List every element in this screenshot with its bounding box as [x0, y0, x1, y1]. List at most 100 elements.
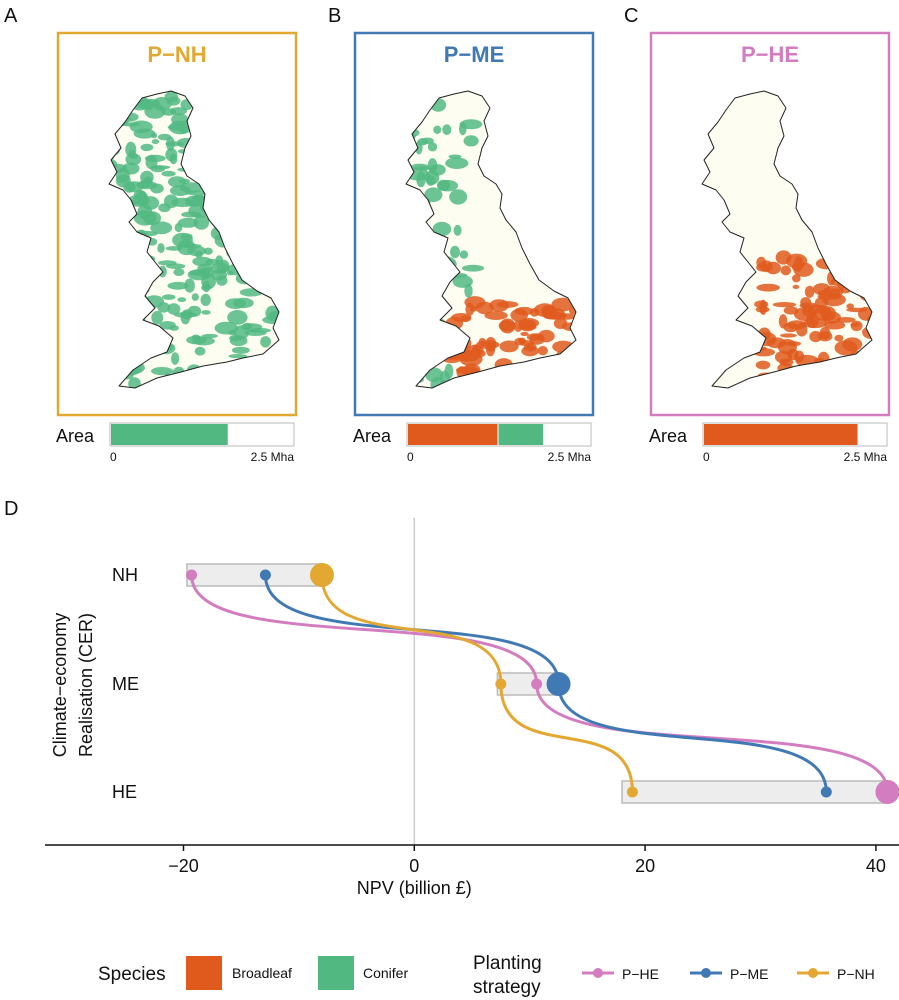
planting-patch [151, 310, 164, 325]
planting-patch [463, 135, 479, 147]
planting-patch [822, 311, 841, 324]
planting-patch [432, 221, 452, 237]
planting-patch [772, 302, 797, 308]
strategy-points [186, 563, 899, 804]
planting-patch [159, 321, 176, 330]
legend-label-broadleaf: Broadleaf [232, 965, 292, 981]
planting-patch [850, 320, 863, 332]
planting-patch [537, 329, 555, 343]
planting-patch [445, 157, 469, 169]
planting-patch [177, 217, 199, 228]
planting-patch [157, 243, 165, 254]
point-p-he-nh [186, 569, 198, 581]
planting-patch [475, 301, 494, 315]
planting-patch [427, 142, 438, 152]
planting-patch [231, 346, 250, 354]
point-p-nh-nh [309, 563, 334, 587]
planting-patch [410, 163, 430, 171]
planting-patch [792, 274, 801, 283]
legend-label-p-nh: P−NH [837, 966, 875, 982]
planting-patch [158, 260, 177, 266]
uncertainty-bands [186, 563, 889, 804]
planting-patch [216, 275, 228, 286]
band-he [621, 780, 889, 804]
planting-patch [756, 263, 769, 272]
planting-patch [164, 194, 179, 209]
area-bar-tick-max: 2.5 Mha [844, 450, 888, 464]
planting-patch [157, 302, 171, 313]
planting-patch [558, 313, 576, 320]
area-label: Area [56, 426, 95, 446]
planting-patch [766, 337, 786, 349]
planting-patch [449, 189, 468, 205]
planting-patch [162, 294, 176, 300]
planting-patch [793, 262, 814, 277]
planting-patch [514, 306, 534, 316]
planting-patch [756, 283, 780, 292]
area-bar-conifer [111, 424, 228, 445]
planting-patch [262, 315, 279, 324]
x-tick-label: −20 [168, 856, 199, 876]
planting-patch [169, 107, 188, 116]
planting-patch [551, 297, 574, 312]
planting-patch [125, 181, 144, 193]
planting-patch [496, 301, 519, 308]
planting-patch [469, 349, 486, 358]
planting-patch [814, 297, 829, 308]
planting-patch [201, 333, 218, 339]
planting-patch [461, 264, 485, 272]
planting-patch [775, 250, 792, 265]
planting-patch [437, 179, 451, 191]
planting-patch [754, 300, 769, 308]
planting-patch [200, 293, 211, 306]
planting-patch [809, 331, 823, 343]
planting-patch [185, 195, 203, 207]
planting-patch [834, 334, 844, 342]
planting-patch [484, 311, 508, 320]
planting-patch [165, 148, 178, 162]
planting-patch [518, 319, 537, 332]
planting-patch [167, 281, 189, 290]
planting-patch [194, 346, 206, 356]
legend-species-title: Species [98, 964, 166, 985]
legend-strategies: P−HE P−ME P−NH [582, 966, 875, 982]
planting-patch [415, 141, 423, 155]
planting-patch [433, 125, 442, 134]
planting-patch [499, 340, 519, 353]
area-bar-tick-max: 2.5 Mha [548, 450, 592, 464]
map-panel-p-nh: P−NH Area 0 2.5 Mha [56, 31, 298, 464]
planting-patch [804, 285, 815, 298]
planting-patch [192, 256, 213, 267]
point-p-me-he [820, 786, 832, 798]
planting-patch [450, 245, 460, 259]
planting-patch [459, 250, 469, 259]
planting-patch [233, 325, 250, 340]
planting-patch [260, 336, 271, 348]
x-axis-ticks: −20 0 20 40 [168, 845, 886, 876]
planting-patch [792, 284, 800, 289]
planting-patch [227, 310, 248, 325]
planting-patch [442, 124, 452, 136]
planting-patch [846, 303, 854, 310]
planting-patch [165, 246, 183, 251]
planting-patch [167, 303, 181, 315]
band-nh [186, 563, 323, 587]
planting-patch [424, 187, 443, 202]
planting-patch [177, 297, 187, 303]
gb-coastline [108, 90, 280, 389]
planting-patch [464, 283, 473, 298]
area-bar-broadleaf [704, 424, 858, 445]
legend-swatch-broadleaf [186, 956, 222, 990]
planting-patch [161, 170, 176, 177]
planting-patch [478, 337, 487, 347]
x-tick-label: 40 [866, 856, 886, 876]
y-axis-title-line2: Realisation (CER) [76, 613, 96, 757]
legend-strategy-title-line1: Planting [473, 953, 542, 974]
planting-patch [129, 153, 138, 159]
planting-patch [780, 333, 797, 338]
planting-patch [140, 143, 154, 152]
y-axis-title-line1: Climate−economy [50, 613, 70, 758]
point-p-nh-he [626, 786, 638, 798]
legend-dot-p-he [593, 968, 603, 978]
gb-coastline [405, 90, 577, 389]
